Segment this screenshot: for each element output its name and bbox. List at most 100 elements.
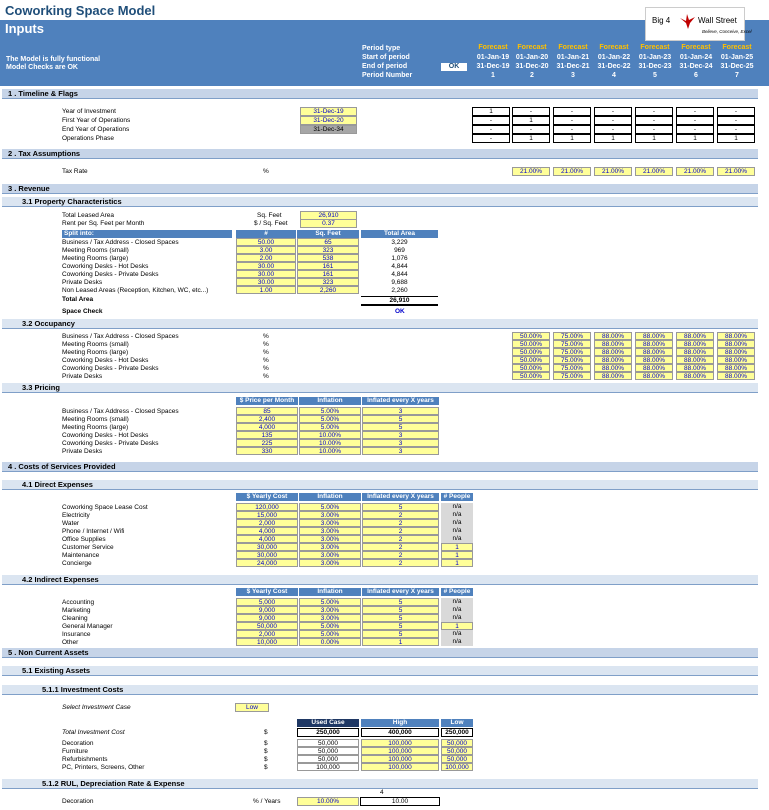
- high-case-input[interactable]: 100,000: [361, 763, 439, 771]
- people-input[interactable]: 1: [441, 559, 473, 567]
- people-input[interactable]: 1: [441, 622, 473, 630]
- high-case-input[interactable]: 100,000: [361, 747, 439, 755]
- expense-inflation-input[interactable]: 3.00%: [299, 543, 361, 551]
- investment-case-select[interactable]: Low: [235, 703, 269, 712]
- price-input[interactable]: 85: [236, 407, 298, 415]
- split-sqft-input[interactable]: 323: [297, 246, 359, 254]
- price-input[interactable]: 330: [236, 447, 298, 455]
- expense-period-input[interactable]: 2: [362, 511, 439, 519]
- low-case-input[interactable]: 100,000: [441, 763, 473, 771]
- occupancy-cell[interactable]: 88.00%: [594, 364, 632, 372]
- occupancy-cell[interactable]: 88.00%: [594, 340, 632, 348]
- inflation-period-input[interactable]: 5: [362, 423, 439, 431]
- people-input[interactable]: 1: [441, 543, 473, 551]
- occupancy-cell[interactable]: 88.00%: [594, 332, 632, 340]
- low-case-input[interactable]: 50,000: [441, 755, 473, 763]
- expense-inflation-input[interactable]: 3.00%: [299, 606, 361, 614]
- expense-period-input[interactable]: 5: [362, 614, 439, 622]
- split-sqft-input[interactable]: 161: [297, 270, 359, 278]
- occupancy-cell[interactable]: 75.00%: [553, 340, 591, 348]
- tax-rate-cell[interactable]: 21.00%: [512, 167, 550, 176]
- expense-inflation-input[interactable]: 5.00%: [299, 630, 361, 638]
- expense-inflation-input[interactable]: 0.00%: [299, 638, 361, 646]
- occupancy-cell[interactable]: 50.00%: [512, 372, 550, 380]
- price-input[interactable]: 225: [236, 439, 298, 447]
- inflation-period-input[interactable]: 3: [362, 431, 439, 439]
- yearly-cost-input[interactable]: 4,000: [236, 535, 298, 543]
- occupancy-cell[interactable]: 50.00%: [512, 332, 550, 340]
- occupancy-cell[interactable]: 75.00%: [553, 372, 591, 380]
- split-sqft-input[interactable]: 323: [297, 278, 359, 286]
- split-count-input[interactable]: 1.00: [236, 286, 296, 294]
- occupancy-cell[interactable]: 50.00%: [512, 340, 550, 348]
- expense-inflation-input[interactable]: 5.00%: [299, 622, 361, 630]
- occupancy-cell[interactable]: 88.00%: [594, 348, 632, 356]
- low-case-input[interactable]: 50,000: [441, 739, 473, 747]
- expense-period-input[interactable]: 5: [362, 622, 439, 630]
- expense-inflation-input[interactable]: 5.00%: [299, 598, 361, 606]
- occupancy-cell[interactable]: 88.00%: [635, 340, 673, 348]
- expense-period-input[interactable]: 2: [362, 559, 439, 567]
- yearly-cost-input[interactable]: 120,000: [236, 503, 298, 511]
- expense-period-input[interactable]: 5: [362, 630, 439, 638]
- occupancy-cell[interactable]: 75.00%: [553, 348, 591, 356]
- occupancy-cell[interactable]: 88.00%: [676, 332, 714, 340]
- high-case-input[interactable]: 100,000: [361, 739, 439, 747]
- occupancy-cell[interactable]: 50.00%: [512, 356, 550, 364]
- expense-inflation-input[interactable]: 3.00%: [299, 559, 361, 567]
- occupancy-cell[interactable]: 50.00%: [512, 364, 550, 372]
- yearly-cost-input[interactable]: 15,000: [236, 511, 298, 519]
- occupancy-cell[interactable]: 88.00%: [717, 372, 755, 380]
- expense-period-input[interactable]: 5: [362, 606, 439, 614]
- tax-rate-cell[interactable]: 21.00%: [553, 167, 591, 176]
- yearly-cost-input[interactable]: 2,000: [236, 519, 298, 527]
- occupancy-cell[interactable]: 88.00%: [635, 356, 673, 364]
- yearly-cost-input[interactable]: 4,000: [236, 527, 298, 535]
- occupancy-cell[interactable]: 88.00%: [594, 372, 632, 380]
- yearly-cost-input[interactable]: 9,000: [236, 614, 298, 622]
- expense-period-input[interactable]: 5: [362, 503, 439, 511]
- tax-rate-cell[interactable]: 21.00%: [635, 167, 673, 176]
- price-input[interactable]: 4,000: [236, 423, 298, 431]
- occupancy-cell[interactable]: 88.00%: [717, 332, 755, 340]
- occupancy-cell[interactable]: 88.00%: [717, 356, 755, 364]
- inflation-input[interactable]: 10.00%: [299, 431, 361, 439]
- expense-inflation-input[interactable]: 3.00%: [299, 511, 361, 519]
- inflation-input[interactable]: 5.00%: [299, 407, 361, 415]
- split-count-input[interactable]: 2.00: [236, 254, 296, 262]
- yearly-cost-input[interactable]: 9,000: [236, 606, 298, 614]
- yearly-cost-input[interactable]: 24,000: [236, 559, 298, 567]
- occupancy-cell[interactable]: 88.00%: [635, 372, 673, 380]
- expense-inflation-input[interactable]: 3.00%: [299, 519, 361, 527]
- rul-decoration-rate[interactable]: 10.00%: [297, 797, 359, 806]
- high-case-input[interactable]: 100,000: [361, 755, 439, 763]
- rent-input[interactable]: 0.37: [300, 219, 357, 228]
- inflation-input[interactable]: 10.00%: [299, 439, 361, 447]
- expense-inflation-input[interactable]: 3.00%: [299, 551, 361, 559]
- expense-inflation-input[interactable]: 3.00%: [299, 527, 361, 535]
- price-input[interactable]: 135: [236, 431, 298, 439]
- price-input[interactable]: 2,400: [236, 415, 298, 423]
- occupancy-cell[interactable]: 88.00%: [635, 332, 673, 340]
- timeline-date-input[interactable]: 31-Dec-20: [300, 116, 357, 125]
- inflation-input[interactable]: 5.00%: [299, 423, 361, 431]
- split-sqft-input[interactable]: 161: [297, 262, 359, 270]
- occupancy-cell[interactable]: 88.00%: [676, 340, 714, 348]
- occupancy-cell[interactable]: 88.00%: [676, 372, 714, 380]
- occupancy-cell[interactable]: 88.00%: [717, 348, 755, 356]
- expense-period-input[interactable]: 2: [362, 519, 439, 527]
- split-count-input[interactable]: 30.00: [236, 278, 296, 286]
- tax-rate-cell[interactable]: 21.00%: [676, 167, 714, 176]
- low-case-input[interactable]: 50,000: [441, 747, 473, 755]
- split-count-input[interactable]: 30.00: [236, 262, 296, 270]
- expense-inflation-input[interactable]: 3.00%: [299, 614, 361, 622]
- timeline-date-input[interactable]: 31-Dec-19: [300, 107, 357, 116]
- yearly-cost-input[interactable]: 50,000: [236, 622, 298, 630]
- inflation-period-input[interactable]: 3: [362, 439, 439, 447]
- tax-rate-cell[interactable]: 21.00%: [594, 167, 632, 176]
- yearly-cost-input[interactable]: 30,000: [236, 551, 298, 559]
- occupancy-cell[interactable]: 88.00%: [676, 364, 714, 372]
- occupancy-cell[interactable]: 88.00%: [676, 348, 714, 356]
- split-count-input[interactable]: 3.00: [236, 246, 296, 254]
- expense-period-input[interactable]: 2: [362, 543, 439, 551]
